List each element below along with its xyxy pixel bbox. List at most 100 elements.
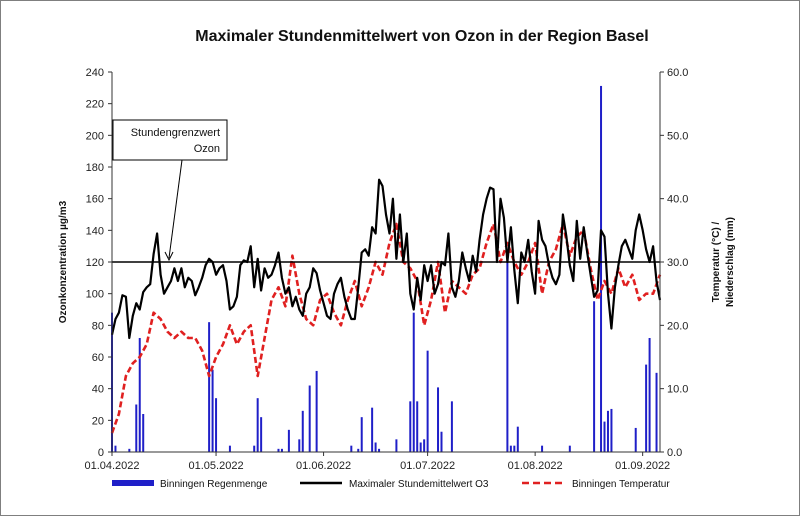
- rain-bar-29: [416, 401, 419, 452]
- ozone-series: [110, 178, 662, 340]
- annotation-text-line1: Stundengrenzwert: [131, 127, 220, 139]
- rain-bar-45: [606, 410, 609, 452]
- legend-label-rain: Binningen Regenmenge: [160, 479, 268, 490]
- rain-bar-50: [655, 372, 658, 452]
- y-tick-label-10: 200: [86, 130, 104, 142]
- legend-swatch-rain: [112, 480, 154, 486]
- y-tick-label-1: 20: [92, 415, 104, 427]
- rain-bar-37: [509, 445, 512, 452]
- y-tick-label-4: 80: [92, 320, 104, 332]
- x-tick-label-0: 01.04.2022: [84, 460, 139, 472]
- y2-axis-title-line2: Niederschlag (mm): [725, 217, 736, 307]
- rain-bar-31: [423, 439, 426, 452]
- ozone-line: [110, 178, 662, 340]
- rain-bar-15: [287, 429, 290, 452]
- y2-tick-label-0: 0.0: [667, 447, 682, 459]
- rain-bar-30: [419, 442, 422, 452]
- rain-bar-16: [298, 439, 301, 452]
- rain-bar-20: [350, 445, 353, 452]
- x-tick-label-1: 01.05.2022: [189, 460, 244, 472]
- rain-bar-49: [648, 338, 651, 452]
- rain-bar-48: [645, 364, 648, 452]
- rain-bar-36: [506, 262, 509, 452]
- y-axis-title: Ozonkonzentration µg/m3: [58, 200, 69, 323]
- y2-ticks: 0.0 10.0 20.0 30.0 40.0 50.0 60.0: [660, 67, 688, 459]
- y-tick-label-5: 100: [86, 289, 104, 301]
- temperature-line: [110, 222, 662, 434]
- rain-bar-34: [440, 431, 443, 452]
- rain-bar-3: [135, 404, 138, 452]
- y2-tick-label-3: 30.0: [667, 257, 688, 269]
- rain-bar-13: [277, 448, 280, 452]
- rain-bar-6: [208, 322, 211, 452]
- rain-bar-23: [371, 407, 374, 452]
- y2-tick-label-4: 40.0: [667, 194, 688, 206]
- rain-bar-24: [374, 442, 377, 452]
- annotation-text-line2: Ozon: [194, 143, 220, 155]
- rain-bar-11: [256, 398, 259, 452]
- rain-bar-8: [215, 398, 218, 452]
- y2-tick-label-5: 50.0: [667, 130, 688, 142]
- rain-bar-10: [253, 445, 256, 452]
- temperature-series: [110, 222, 662, 434]
- rain-bar-21: [357, 448, 360, 452]
- y-tick-label-0: 0: [98, 447, 104, 459]
- rain-bar-28: [412, 312, 415, 452]
- rain-bar-18: [308, 385, 311, 452]
- rain-bar-42: [593, 301, 596, 452]
- rain-bar-32: [426, 350, 429, 452]
- y-tick-label-9: 180: [86, 162, 104, 174]
- x-ticks: 01.04.2022 01.05.2022 01.06.2022 01.07.2022…: [84, 452, 670, 472]
- annotation-arrow-head: [164, 251, 174, 262]
- y-ticks: 0 20 40 60 80 100 120 140 160 180 200 220 240: [86, 67, 112, 459]
- rain-bars: [111, 85, 658, 452]
- y-tick-label-8: 160: [86, 194, 104, 206]
- y-tick-label-11: 220: [86, 99, 104, 111]
- y-tick-label-12: 240: [86, 67, 104, 79]
- rain-bar-46: [610, 408, 613, 452]
- y-tick-label-3: 60: [92, 352, 104, 364]
- chart-title: Maximaler Stundenmittelwert von Ozon in …: [195, 28, 648, 45]
- rain-bar-25: [378, 448, 381, 452]
- y2-tick-label-2: 20.0: [667, 320, 688, 332]
- rain-bar-38: [513, 445, 516, 452]
- rain-bar-47: [634, 427, 637, 452]
- rain-bar-22: [360, 417, 363, 452]
- x-tick-label-4: 01.08.2022: [508, 460, 563, 472]
- rain-bar-5: [142, 414, 145, 452]
- rain-bar-9: [228, 445, 231, 452]
- rain-bar-41: [568, 445, 571, 452]
- legend-label-temp: Binningen Temperatur: [572, 479, 670, 490]
- y-tick-label-2: 40: [92, 384, 104, 396]
- y2-axis-title-line1: Temperatur (°C) /: [711, 222, 722, 303]
- limit-annotation: Stundengrenzwert Ozon: [112, 119, 228, 262]
- x-tick-label-5: 01.09.2022: [615, 460, 670, 472]
- rain-bar-33: [437, 387, 440, 452]
- rain-bar-43: [600, 85, 603, 452]
- rain-bar-12: [260, 417, 263, 452]
- legend: Binningen Regenmenge Maximaler Stundemit…: [112, 479, 670, 490]
- rain-bar-1: [114, 445, 117, 452]
- y-tick-label-6: 120: [86, 257, 104, 269]
- rain-bar-7: [211, 369, 214, 452]
- y-tick-label-7: 140: [86, 225, 104, 237]
- x-tick-label-3: 01.07.2022: [400, 460, 455, 472]
- rain-bar-19: [315, 370, 318, 452]
- x-tick-label-2: 01.06.2022: [296, 460, 351, 472]
- rain-bar-44: [603, 421, 606, 452]
- rain-bar-14: [280, 448, 283, 452]
- rain-bar-27: [409, 401, 412, 452]
- rain-bar-2: [128, 448, 131, 452]
- annotation-arrow: [168, 159, 183, 259]
- legend-label-ozone: Maximaler Stundemittelwert O3: [349, 479, 489, 490]
- rain-bar-26: [395, 439, 398, 452]
- rain-bar-35: [450, 401, 453, 452]
- annotation-box: [112, 119, 228, 161]
- y2-tick-label-1: 10.0: [667, 384, 688, 396]
- rain-bar-39: [516, 426, 519, 452]
- rain-bar-17: [301, 410, 304, 452]
- rain-bar-40: [541, 445, 544, 452]
- y2-tick-label-6: 60.0: [667, 67, 688, 79]
- rain-bar-4: [138, 338, 141, 452]
